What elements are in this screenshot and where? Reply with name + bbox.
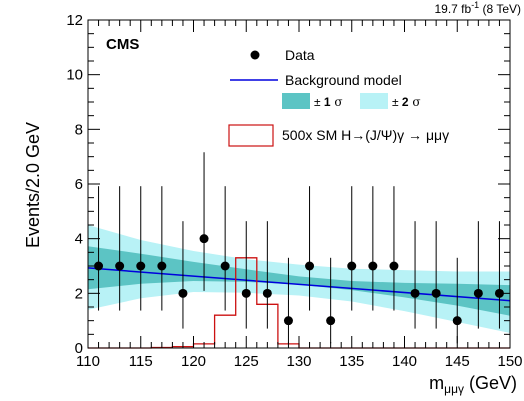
data-point — [347, 186, 357, 311]
data-marker — [305, 261, 315, 271]
y-tick-label: 12 — [66, 12, 83, 29]
data-point — [305, 186, 315, 311]
data-marker — [220, 261, 230, 271]
data-point — [178, 221, 188, 329]
experiment-label: CMS — [106, 36, 139, 53]
x-axis-label: mμμγ (GeV) — [429, 373, 517, 396]
legend-background-label: Background model — [285, 72, 402, 88]
x-tick-label: 115 — [129, 353, 153, 370]
data-point — [157, 186, 167, 311]
data-point — [431, 221, 441, 329]
legend-band2-label: ± 2 σ — [392, 95, 421, 109]
data-point — [326, 257, 336, 344]
energy-label: (8 TeV) — [479, 2, 521, 16]
y-tick-label: 10 — [66, 67, 83, 84]
x-tick-label: 125 — [234, 353, 259, 370]
legend-band1-pm: ± — [314, 95, 324, 109]
legend-band2-num: 2 — [402, 95, 409, 109]
legend-data-label: Data — [285, 47, 315, 63]
data-point — [262, 221, 272, 329]
data-point — [389, 186, 399, 311]
data-point — [368, 186, 378, 311]
x-axis-label-unit: (GeV) — [464, 373, 517, 393]
data-marker — [136, 261, 146, 271]
x-tick-label: 140 — [392, 353, 417, 370]
data-marker — [94, 261, 104, 271]
data-point — [136, 186, 146, 311]
data-marker — [326, 316, 336, 326]
legend-signal-label: 500x SM H→(J/Ψ)γ → μμγ — [282, 127, 449, 143]
x-tick-label: 145 — [445, 353, 470, 370]
data-marker — [473, 288, 483, 298]
legend-band1-label: ± 1 σ — [314, 95, 343, 109]
band-1sigma-group — [88, 246, 510, 316]
data-point — [199, 152, 209, 291]
data-marker — [452, 316, 462, 326]
legend-signal-swatch — [228, 124, 274, 147]
data-point — [452, 257, 462, 344]
luminosity-label: 19.7 fb-1 (8 TeV) — [434, 0, 521, 16]
data-marker — [157, 261, 167, 271]
band-1sigma — [88, 246, 510, 316]
legend-band2-swatch — [360, 93, 388, 109]
y-tick-label: 8 — [75, 121, 83, 138]
data-point — [283, 257, 293, 344]
x-axis-label-subscript: μμγ — [444, 382, 464, 396]
y-tick-label: 6 — [75, 176, 83, 193]
data-marker — [431, 288, 441, 298]
legend-band1-sigma: σ — [331, 95, 343, 109]
legend-band2-sigma: σ — [409, 95, 421, 109]
legend-band1-swatch — [282, 93, 310, 109]
data-marker — [178, 288, 188, 298]
data-marker — [410, 288, 420, 298]
data-point — [241, 221, 251, 329]
legend: Data Background model ± 1 σ ± 2 σ 500x S… — [228, 47, 449, 147]
y-axis-label: Events/2.0 GeV — [23, 122, 43, 248]
data-marker — [283, 316, 293, 326]
y-tick-label: 2 — [75, 285, 83, 302]
plot-frame — [87, 19, 511, 349]
y-tick-label: 4 — [75, 231, 83, 248]
x-tick-label: 110 — [76, 353, 100, 370]
legend-data-marker — [250, 50, 260, 60]
x-tick-label: 150 — [497, 353, 522, 370]
data-point — [94, 186, 104, 311]
data-marker — [262, 288, 272, 298]
legend-band2-pm: ± — [392, 95, 402, 109]
data-marker — [115, 261, 125, 271]
data-point — [410, 221, 420, 329]
x-tick-label: 120 — [181, 353, 206, 370]
luminosity-value: 19.7 fb — [434, 2, 471, 16]
data-points-group — [94, 152, 504, 344]
data-marker — [368, 261, 378, 271]
y-tick-label: 0 — [75, 340, 83, 357]
data-marker — [347, 261, 357, 271]
data-marker — [389, 261, 399, 271]
x-axis-label-m: m — [429, 373, 444, 393]
data-point — [473, 221, 483, 329]
data-point — [115, 186, 125, 311]
luminosity-exponent: -1 — [471, 0, 479, 10]
x-tick-label: 135 — [339, 353, 364, 370]
x-tick-label: 130 — [286, 353, 311, 370]
data-point — [220, 186, 230, 311]
data-marker — [241, 288, 251, 298]
legend-band1-num: 1 — [324, 95, 331, 109]
data-marker — [199, 234, 209, 244]
